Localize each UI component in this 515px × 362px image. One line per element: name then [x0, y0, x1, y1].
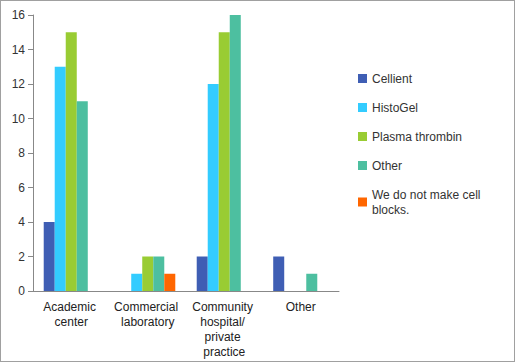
svg-text:Cellient: Cellient: [372, 72, 413, 86]
svg-text:private: private: [205, 330, 244, 344]
svg-text:hospital/: hospital/: [200, 315, 248, 329]
svg-text:6: 6: [18, 181, 25, 195]
svg-text:16: 16: [12, 8, 26, 22]
svg-text:Community: Community: [192, 300, 256, 314]
svg-text:We do not make cell: We do not make cell: [372, 188, 484, 202]
svg-text:0: 0: [18, 284, 25, 298]
svg-text:center: center: [55, 315, 88, 329]
svg-text:blocks.: blocks.: [372, 203, 409, 217]
svg-text:4: 4: [18, 215, 25, 229]
svg-text:practice: practice: [203, 345, 245, 359]
svg-text:laboratory: laboratory: [121, 315, 174, 329]
svg-text:Other: Other: [286, 300, 316, 314]
svg-text:10: 10: [12, 112, 26, 126]
svg-text:14: 14: [12, 43, 26, 57]
svg-text:12: 12: [12, 77, 26, 91]
svg-text:HistoGel: HistoGel: [372, 101, 418, 115]
svg-text:Plasma thrombin: Plasma thrombin: [372, 130, 462, 144]
svg-text:8: 8: [18, 146, 25, 160]
svg-text:2: 2: [18, 250, 25, 264]
svg-text:Commercial: Commercial: [114, 300, 181, 314]
svg-text:Academic: Academic: [43, 300, 99, 314]
svg-text:Other: Other: [372, 159, 402, 173]
